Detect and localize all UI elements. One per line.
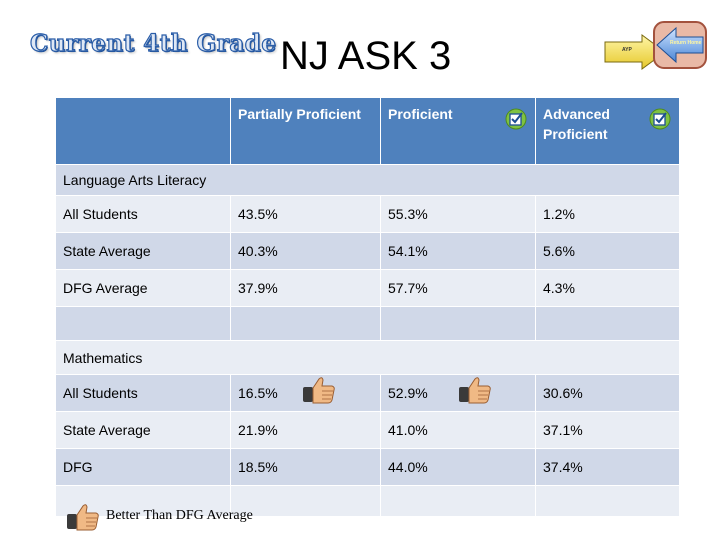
partially-value: 43.5% [230, 195, 381, 233]
thumbs-up-icon [67, 504, 99, 531]
advanced-value: 4.3% [535, 269, 680, 307]
back-arrow-label: Return Home [670, 40, 702, 46]
section-row-mathematics: Mathematics [55, 340, 680, 375]
row-label: State Average [55, 411, 231, 449]
advanced-value: 37.1% [535, 411, 680, 449]
row-label: DFG [55, 448, 231, 486]
thumbs-up-icon [459, 377, 491, 404]
table-row: All Students 43.5% 55.3% 1.2% [55, 195, 680, 233]
empty-cell [55, 306, 231, 341]
advanced-value: 1.2% [535, 195, 680, 233]
advanced-value: 37.4% [535, 448, 680, 486]
section-label: Language Arts Literacy [55, 164, 680, 196]
header-partially-proficient: Partially Proficient [230, 97, 381, 165]
legend-text: Better Than DFG Average [106, 508, 253, 523]
header-cell-empty [55, 97, 231, 165]
partially-value: 18.5% [230, 448, 381, 486]
forward-arrow-label: AYP [622, 47, 632, 53]
empty-cell [535, 306, 680, 341]
table-row: DFG Average 37.9% 57.7% 4.3% [55, 269, 680, 307]
nav-buttons: AYP Return Home [600, 16, 710, 74]
checkbox-icon [649, 108, 671, 130]
empty-cell [535, 485, 680, 517]
table-row: State Average 40.3% 54.1% 5.6% [55, 232, 680, 270]
row-label: DFG Average [55, 269, 231, 307]
proficient-value: 52.9% [380, 374, 536, 412]
proficient-value: 54.1% [380, 232, 536, 270]
table-row: DFG 18.5% 44.0% 37.4% [55, 448, 680, 486]
row-label: All Students [55, 374, 231, 412]
empty-cell [230, 306, 381, 341]
table-row: State Average 21.9% 41.0% 37.1% [55, 411, 680, 449]
table-header-row: Partially Proficient Proficient Advanced… [55, 97, 680, 165]
advanced-value: 5.6% [535, 232, 680, 270]
table-row: All Students 16.5% 52.9% 30.6% [55, 374, 680, 412]
row-label: State Average [55, 232, 231, 270]
header-proficient: Proficient [380, 97, 536, 165]
proficient-value: 44.0% [380, 448, 536, 486]
proficient-value: 41.0% [380, 411, 536, 449]
section-label: Mathematics [55, 340, 680, 375]
empty-cell [380, 306, 536, 341]
section-row-language-arts: Language Arts Literacy [55, 164, 680, 196]
empty-cell [230, 485, 381, 517]
partially-value: 40.3% [230, 232, 381, 270]
table-row-empty [55, 485, 680, 517]
results-table: Partially Proficient Proficient Advanced… [55, 97, 680, 517]
header-advanced-proficient: Advanced Proficient [535, 97, 680, 165]
advanced-value: 30.6% [535, 374, 680, 412]
partially-value: 37.9% [230, 269, 381, 307]
back-arrow-icon[interactable] [652, 20, 708, 70]
proficient-value: 57.7% [380, 269, 536, 307]
checkbox-icon [505, 108, 527, 130]
wordart-title: Current 4th Grade [29, 29, 277, 57]
empty-cell [380, 485, 536, 517]
table-row-empty [55, 306, 680, 341]
partially-value: 21.9% [230, 411, 381, 449]
thumbs-up-icon [303, 377, 335, 404]
row-label: All Students [55, 195, 231, 233]
proficient-value: 55.3% [380, 195, 536, 233]
slide-title: NJ ASK 3 [280, 34, 452, 78]
